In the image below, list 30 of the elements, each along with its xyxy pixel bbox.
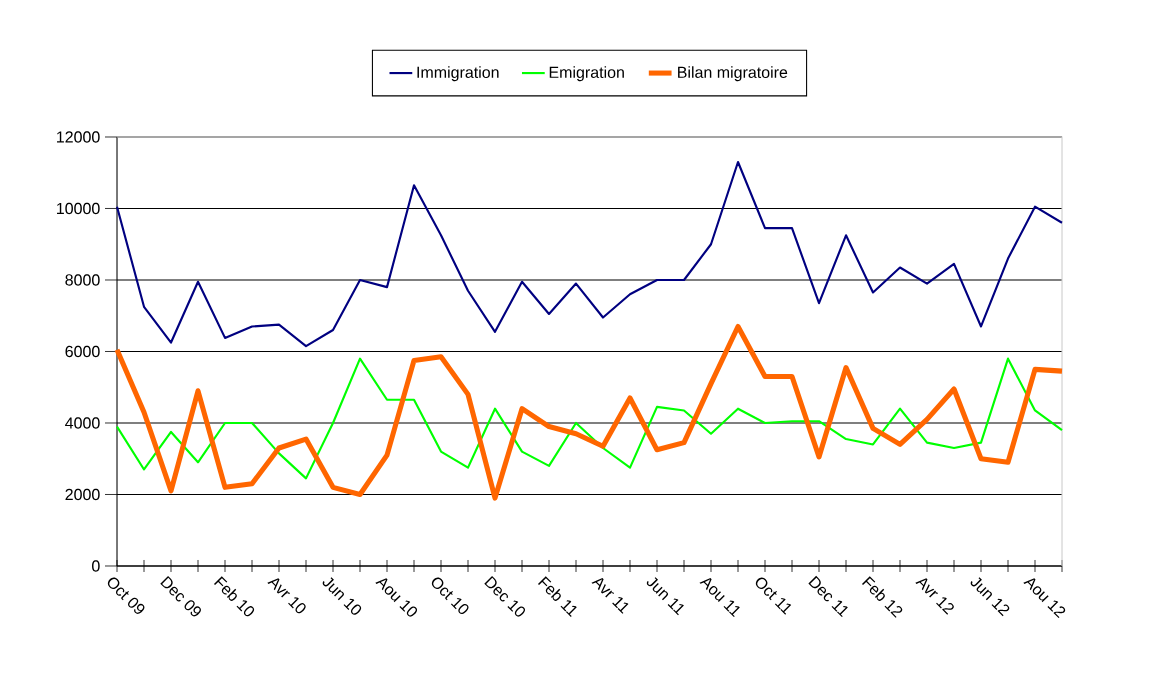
x-tick-label: Aou 10 [375, 578, 418, 617]
legend-label: Emigration [549, 66, 624, 82]
x-tick-label: Oct 10 [431, 577, 469, 615]
x-tick-label: Jun 11 [646, 577, 684, 616]
x-tick-label: Feb 12 [861, 576, 903, 618]
y-tick-label: 12000 [57, 131, 100, 143]
legend-label: Bilan migratoire [678, 66, 788, 82]
y-tick-label: 4000 [65, 417, 100, 429]
x-tick-label: Feb 11 [537, 576, 577, 617]
x-tick-label: Aou 11 [699, 578, 740, 618]
x-tick-label: Jun 10 [322, 577, 362, 615]
x-tick-label: Jun 12 [970, 577, 1010, 617]
x-tick-label: Dec 11 [808, 575, 848, 618]
x-tick-label: Dec 10 [484, 575, 526, 617]
x-tick-label: Oct 09 [107, 577, 145, 614]
y-tick-label: 2000 [65, 488, 100, 501]
x-tick-label: Avr 10 [267, 578, 306, 614]
x-tick-label: Feb 10 [213, 576, 255, 617]
x-tick-label: Dec 09 [160, 575, 201, 617]
legend-label: Immigration [417, 66, 499, 82]
line-series [115, 160, 1064, 348]
line-series [115, 357, 1064, 480]
y-tick-label: 0 [92, 560, 100, 572]
y-tick-label: 10000 [57, 202, 100, 215]
y-tick-label: 6000 [65, 345, 100, 358]
x-tick-label: Oct 11 [755, 577, 792, 615]
x-tick-label: Avr 11 [591, 578, 629, 614]
x-tick-label: Avr 12 [915, 578, 954, 615]
x-tick-label: Aou 12 [1023, 578, 1066, 619]
y-tick-label: 8000 [65, 274, 100, 286]
